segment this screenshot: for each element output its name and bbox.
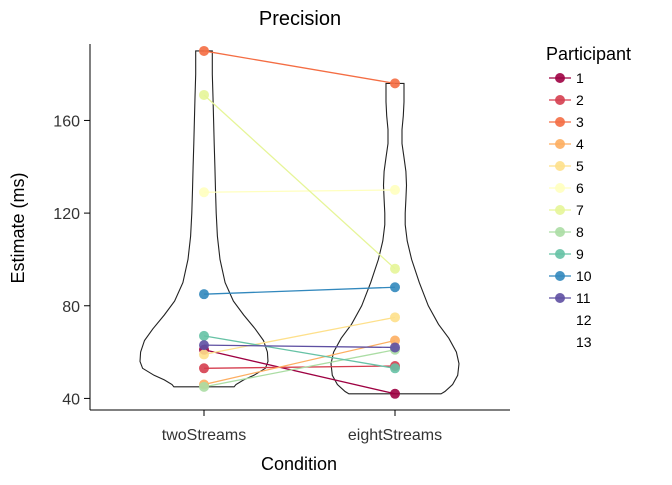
y-tick-label: 80: [62, 299, 80, 316]
point-participant-6-twoStreams: [199, 187, 209, 198]
legend-key-point-11: [555, 293, 565, 303]
legend-key-point-4: [555, 139, 565, 149]
point-participant-7-eightStreams: [390, 263, 400, 274]
axes: 40 80 120 160 twoStreams eightStreams: [53, 44, 510, 444]
point-participant-1-eightStreams: [390, 388, 400, 399]
legend-key-point-3: [555, 117, 565, 127]
point-participant-9-eightStreams: [390, 363, 400, 374]
point-participant-7-twoStreams: [199, 89, 209, 100]
legend-title: Participant: [546, 44, 631, 64]
y-tick-label: 40: [62, 391, 80, 408]
legend-key-point-9: [555, 249, 565, 259]
line-participant-7: [203, 94, 396, 270]
point-participant-11-eightStreams: [390, 342, 400, 353]
point-participant-4-eightStreams: [390, 335, 400, 346]
legend-label-8: 8: [576, 224, 584, 240]
point-participant-5-eightStreams: [390, 312, 400, 323]
legend-label-2: 2: [576, 92, 584, 108]
legend-key-point-10: [555, 271, 565, 281]
y-axis-label: Estimate (ms): [8, 172, 28, 283]
violins: [139, 50, 460, 395]
line-participant-3: [203, 50, 396, 85]
chart-title: Precision: [259, 8, 341, 30]
legend-label-9: 9: [576, 246, 584, 262]
line-participant-2: [203, 365, 396, 369]
x-axis-label: Condition: [261, 454, 337, 474]
y-ticks: 40 80 120 160: [53, 113, 90, 408]
point-participant-6-eightStreams: [390, 184, 400, 195]
point-participant-10-eightStreams: [390, 282, 400, 293]
point-participant-5-twoStreams: [199, 349, 209, 360]
participant-points: [199, 45, 400, 399]
point-participant-11-twoStreams: [199, 340, 209, 351]
legend-key-point-2: [555, 95, 565, 105]
y-tick-label: 160: [53, 113, 80, 130]
y-tick-label: 120: [53, 206, 80, 223]
point-participant-2-twoStreams: [199, 363, 209, 374]
legend-key-point-6: [555, 183, 565, 193]
legend-label-3: 3: [576, 114, 584, 130]
participant-lines: [203, 50, 396, 395]
legend-key-point-7: [555, 205, 565, 215]
point-participant-10-twoStreams: [199, 289, 209, 300]
x-tick-label: twoStreams: [162, 427, 246, 444]
point-participant-8-twoStreams: [199, 381, 209, 392]
legend-key-point-1: [555, 73, 565, 83]
violin-eightStreams: [330, 82, 460, 395]
legend-label-11: 11: [576, 290, 591, 306]
line-participant-4: [203, 339, 396, 386]
point-participant-3-eightStreams: [390, 78, 400, 89]
violin-twoStreams: [139, 50, 269, 388]
legend-label-12: 12: [576, 312, 592, 328]
legend-label-1: 1: [576, 70, 584, 86]
line-participant-5: [203, 316, 396, 356]
legend-label-10: 10: [576, 268, 592, 284]
line-participant-10: [203, 286, 396, 295]
legend-label-7: 7: [576, 202, 584, 218]
legend-key-point-5: [555, 161, 565, 171]
legend-label-6: 6: [576, 180, 584, 196]
x-tick-label: eightStreams: [348, 427, 442, 444]
line-participant-9: [203, 335, 396, 369]
point-participant-3-twoStreams: [199, 45, 209, 56]
x-ticks: twoStreams eightStreams: [162, 410, 442, 444]
legend-key-point-8: [555, 227, 565, 237]
point-participant-9-twoStreams: [199, 330, 209, 341]
line-participant-11: [203, 344, 396, 349]
line-participant-6: [203, 189, 396, 193]
legend-label-4: 4: [576, 136, 584, 152]
legend-label-13: 13: [576, 334, 592, 350]
line-participant-1: [203, 349, 396, 395]
line-participant-8: [203, 349, 396, 388]
legend-label-5: 5: [576, 158, 584, 174]
